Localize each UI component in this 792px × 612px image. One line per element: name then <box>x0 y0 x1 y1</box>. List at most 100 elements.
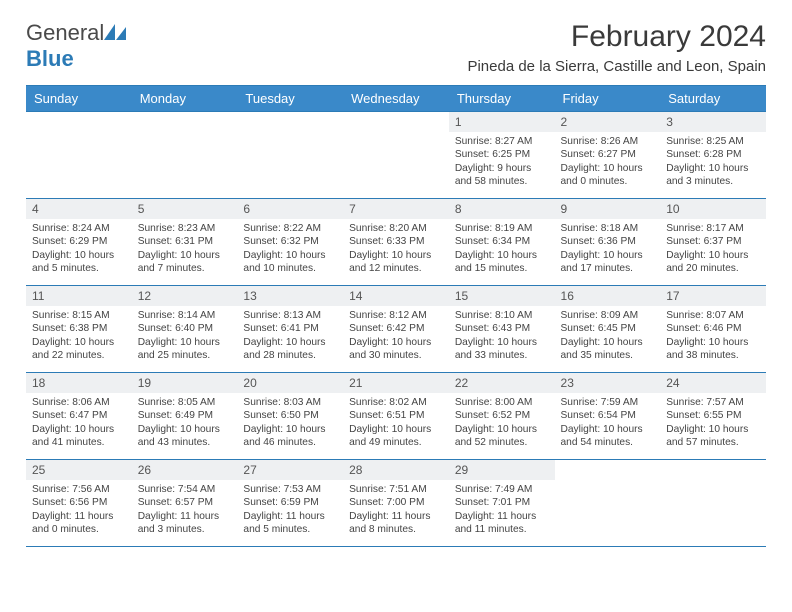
day-info-line: Sunrise: 8:17 AM <box>666 222 760 235</box>
calendar-day: 26Sunrise: 7:54 AMSunset: 6:57 PMDayligh… <box>132 460 238 547</box>
day-info-line: Sunrise: 7:56 AM <box>32 483 126 496</box>
day-info-line: Daylight: 10 hours <box>455 423 549 436</box>
day-info-line: Sunset: 7:00 PM <box>349 496 443 509</box>
calendar-day: 27Sunrise: 7:53 AMSunset: 6:59 PMDayligh… <box>237 460 343 547</box>
day-info-line: and 22 minutes. <box>32 349 126 362</box>
calendar-day: 1Sunrise: 8:27 AMSunset: 6:25 PMDaylight… <box>449 112 555 199</box>
day-info-line: Sunset: 6:41 PM <box>243 322 337 335</box>
calendar-day: 7Sunrise: 8:20 AMSunset: 6:33 PMDaylight… <box>343 199 449 286</box>
calendar-day: 6Sunrise: 8:22 AMSunset: 6:32 PMDaylight… <box>237 199 343 286</box>
calendar-day: 23Sunrise: 7:59 AMSunset: 6:54 PMDayligh… <box>555 373 661 460</box>
calendar-header: SundayMondayTuesdayWednesdayThursdayFrid… <box>26 86 766 112</box>
day-number: 6 <box>237 199 343 219</box>
day-info-line: Daylight: 10 hours <box>666 423 760 436</box>
day-info: Sunrise: 8:10 AMSunset: 6:43 PMDaylight:… <box>449 306 555 367</box>
weekday-header: Tuesday <box>237 86 343 112</box>
day-info-line: Daylight: 11 hours <box>349 510 443 523</box>
calendar-day <box>26 112 132 199</box>
day-number: 28 <box>343 460 449 480</box>
day-number: 16 <box>555 286 661 306</box>
calendar-day: 2Sunrise: 8:26 AMSunset: 6:27 PMDaylight… <box>555 112 661 199</box>
day-info-line: Sunset: 6:50 PM <box>243 409 337 422</box>
logo-sail-icon <box>104 20 126 46</box>
day-info-line: and 3 minutes. <box>138 523 232 536</box>
weekday-header: Saturday <box>660 86 766 112</box>
calendar-day: 8Sunrise: 8:19 AMSunset: 6:34 PMDaylight… <box>449 199 555 286</box>
calendar-day: 15Sunrise: 8:10 AMSunset: 6:43 PMDayligh… <box>449 286 555 373</box>
weekday-header: Friday <box>555 86 661 112</box>
day-info-line: and 12 minutes. <box>349 262 443 275</box>
calendar-table: SundayMondayTuesdayWednesdayThursdayFrid… <box>26 85 766 547</box>
day-info-line: Sunrise: 8:02 AM <box>349 396 443 409</box>
day-info-line: and 41 minutes. <box>32 436 126 449</box>
day-info-line: Sunrise: 8:05 AM <box>138 396 232 409</box>
day-info-line: Daylight: 10 hours <box>243 336 337 349</box>
day-info-line: Sunrise: 8:24 AM <box>32 222 126 235</box>
day-info-line: Sunset: 6:27 PM <box>561 148 655 161</box>
day-info-line: Sunset: 6:33 PM <box>349 235 443 248</box>
calendar-day <box>132 112 238 199</box>
day-info-line: Sunset: 6:59 PM <box>243 496 337 509</box>
day-info: Sunrise: 8:25 AMSunset: 6:28 PMDaylight:… <box>660 132 766 193</box>
day-info-line: Sunset: 6:38 PM <box>32 322 126 335</box>
day-info-line: and 35 minutes. <box>561 349 655 362</box>
calendar-day <box>237 112 343 199</box>
day-info-line: Sunset: 6:37 PM <box>666 235 760 248</box>
day-info-line: and 33 minutes. <box>455 349 549 362</box>
day-info: Sunrise: 8:06 AMSunset: 6:47 PMDaylight:… <box>26 393 132 454</box>
day-info-line: and 11 minutes. <box>455 523 549 536</box>
day-info-line: and 8 minutes. <box>349 523 443 536</box>
day-info-line: Daylight: 10 hours <box>138 336 232 349</box>
day-number: 11 <box>26 286 132 306</box>
day-info: Sunrise: 8:13 AMSunset: 6:41 PMDaylight:… <box>237 306 343 367</box>
day-info-line: Sunset: 6:40 PM <box>138 322 232 335</box>
day-info-line: Sunset: 6:29 PM <box>32 235 126 248</box>
day-info-line: Sunset: 6:54 PM <box>561 409 655 422</box>
calendar-day: 5Sunrise: 8:23 AMSunset: 6:31 PMDaylight… <box>132 199 238 286</box>
day-info-line: Daylight: 9 hours <box>455 162 549 175</box>
day-info-line: Daylight: 10 hours <box>32 249 126 262</box>
weekday-header: Monday <box>132 86 238 112</box>
calendar-day: 14Sunrise: 8:12 AMSunset: 6:42 PMDayligh… <box>343 286 449 373</box>
weekday-header: Wednesday <box>343 86 449 112</box>
day-info-line: Sunrise: 7:49 AM <box>455 483 549 496</box>
day-info: Sunrise: 8:14 AMSunset: 6:40 PMDaylight:… <box>132 306 238 367</box>
day-info-line: and 25 minutes. <box>138 349 232 362</box>
day-info-line: Daylight: 10 hours <box>349 336 443 349</box>
day-info-line: and 46 minutes. <box>243 436 337 449</box>
day-number: 8 <box>449 199 555 219</box>
day-info-line: Sunrise: 8:25 AM <box>666 135 760 148</box>
day-info-line: Sunrise: 8:19 AM <box>455 222 549 235</box>
day-info-line: Daylight: 10 hours <box>349 249 443 262</box>
day-info-line: Sunset: 6:49 PM <box>138 409 232 422</box>
calendar-week: 25Sunrise: 7:56 AMSunset: 6:56 PMDayligh… <box>26 460 766 547</box>
day-info: Sunrise: 8:19 AMSunset: 6:34 PMDaylight:… <box>449 219 555 280</box>
day-info-line: and 7 minutes. <box>138 262 232 275</box>
day-info-line: Daylight: 10 hours <box>561 162 655 175</box>
day-number: 10 <box>660 199 766 219</box>
day-info-line: and 15 minutes. <box>455 262 549 275</box>
day-number: 21 <box>343 373 449 393</box>
day-number: 12 <box>132 286 238 306</box>
calendar-week: 4Sunrise: 8:24 AMSunset: 6:29 PMDaylight… <box>26 199 766 286</box>
day-info: Sunrise: 8:17 AMSunset: 6:37 PMDaylight:… <box>660 219 766 280</box>
day-info: Sunrise: 8:20 AMSunset: 6:33 PMDaylight:… <box>343 219 449 280</box>
day-info-line: Daylight: 11 hours <box>138 510 232 523</box>
day-info-line: Daylight: 10 hours <box>243 423 337 436</box>
day-info: Sunrise: 8:07 AMSunset: 6:46 PMDaylight:… <box>660 306 766 367</box>
day-info-line: Sunrise: 8:10 AM <box>455 309 549 322</box>
day-info-line: Daylight: 10 hours <box>561 249 655 262</box>
day-info-line: Sunrise: 8:00 AM <box>455 396 549 409</box>
day-info-line: Daylight: 10 hours <box>666 249 760 262</box>
logo: General Blue <box>26 20 126 72</box>
calendar-day: 10Sunrise: 8:17 AMSunset: 6:37 PMDayligh… <box>660 199 766 286</box>
page-subtitle: Pineda de la Sierra, Castille and Leon, … <box>467 58 766 75</box>
day-info-line: Sunrise: 8:03 AM <box>243 396 337 409</box>
day-number: 13 <box>237 286 343 306</box>
day-info-line: Daylight: 10 hours <box>32 336 126 349</box>
calendar-day: 25Sunrise: 7:56 AMSunset: 6:56 PMDayligh… <box>26 460 132 547</box>
title-block: February 2024 Pineda de la Sierra, Casti… <box>467 20 766 75</box>
day-info-line: Daylight: 10 hours <box>666 162 760 175</box>
day-info-line: Daylight: 10 hours <box>455 249 549 262</box>
day-info-line: and 30 minutes. <box>349 349 443 362</box>
